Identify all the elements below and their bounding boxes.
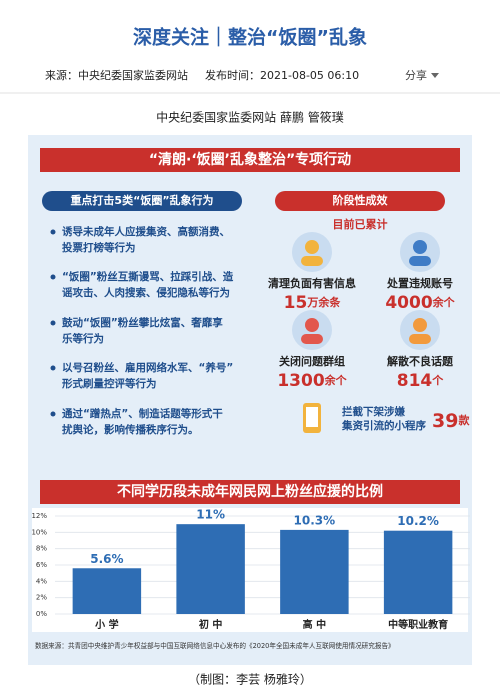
stat-number: 1300 [277, 371, 324, 391]
bullet-dot [50, 411, 56, 417]
results-pill [275, 191, 445, 211]
bar [280, 529, 349, 614]
x-tick-label: 中等职业教育 [388, 618, 448, 631]
stat-unit: 万余条 [306, 295, 341, 309]
bullet-text: 以号召粉丝、雇用网络水军、“养号” [62, 361, 233, 374]
value-label: 10.3% [294, 513, 336, 527]
bullet-text: 形式刷量控评等行为 [62, 377, 157, 390]
targets-pill [42, 191, 242, 211]
x-tick-label: 高 中 [303, 618, 326, 631]
publish-time: 发布时间：2021-08-05 06:10 [205, 68, 359, 82]
y-tick-label: 10% [31, 528, 47, 536]
bullet-dot [50, 274, 56, 280]
stat-value: 814个 [397, 371, 445, 391]
chart-banner [40, 480, 460, 504]
value-label: 10.2% [397, 514, 439, 528]
stat-icon-body [409, 256, 431, 266]
value-label: 11% [196, 508, 225, 522]
targets-title: 重点打击5类“饭圈”乱象行为 [70, 193, 213, 207]
stat-icon-head [305, 240, 319, 254]
stat-icon-head [413, 318, 427, 332]
stat-label: 清理负面有害信息 [268, 276, 356, 290]
article-title: 深度关注｜整治“饭圈”乱象 [133, 26, 367, 49]
bullet-text: 乐等行为 [62, 332, 104, 345]
stat-unit: 个 [431, 373, 444, 387]
stat-icon-head [413, 240, 427, 254]
results-subtitle: 目前已累计 [333, 217, 388, 231]
x-tick-label: 初 中 [199, 618, 222, 631]
stat-number: 814 [397, 371, 433, 391]
bullet-text: 投票打榜等行为 [62, 241, 136, 254]
stat-icon-body [409, 334, 431, 344]
bullet-text: 通过“蹭热点”、制造话题等形式干 [62, 407, 223, 420]
x-tick-label: 小 学 [94, 618, 118, 631]
source: 来源：中央纪委国家监委网站 [45, 68, 188, 82]
stat-label: 解散不良话题 [387, 354, 454, 368]
value-label: 5.6% [90, 552, 123, 566]
chart-title: 不同学历段未成年网民网上粉丝应援的比例 [117, 483, 383, 500]
extra-value: 39款 [432, 410, 470, 432]
stat-value: 4000余个 [385, 293, 455, 313]
bullet-text: 谣攻击、人肉搜索、侵犯隐私等行为 [62, 286, 230, 299]
banner [40, 148, 460, 172]
y-tick-label: 6% [36, 561, 47, 569]
stat-label: 关闭问题群组 [279, 354, 345, 368]
extra-number: 39 [432, 410, 458, 432]
stat-value: 1300余个 [277, 371, 347, 391]
extra-label: 拦截下架涉嫌 [342, 405, 405, 418]
share-button[interactable]: 分享 [405, 68, 427, 82]
credit: （制图：李芸 杨雅玲） [188, 672, 312, 687]
extra-label: 集资引流的小程序 [341, 419, 426, 432]
bar [176, 524, 245, 614]
y-tick-label: 2% [36, 594, 47, 602]
stat-icon-head [305, 318, 319, 332]
bar [72, 568, 142, 614]
results-title: 阶段性成效 [333, 193, 389, 207]
bullet-dot [50, 365, 56, 371]
banner-text: “清朗·‘饭圈’乱象整治”专项行动 [149, 151, 351, 168]
stat-label: 处置违规账号 [386, 276, 453, 290]
stat-number: 4000 [385, 293, 432, 313]
chart-source: 数据来源：共青团中央维护青少年权益部与中国互联网络信息中心发布的《2020年全国… [35, 641, 395, 650]
bullet-dot [50, 320, 56, 326]
extra-unit: 款 [458, 413, 470, 427]
stat-unit: 余个 [432, 295, 456, 309]
bullet-dot [50, 229, 56, 235]
byline: 中央纪委国家监委网站 薛鹏 管筱璞 [156, 110, 344, 125]
stat-number: 15 [284, 293, 308, 313]
stat-icon-body [301, 334, 323, 344]
bullet-text: 鼓动“饭圈”粉丝攀比炫富、奢靡享 [62, 316, 223, 329]
extra-icon-screen [306, 407, 318, 427]
share-caret[interactable] [431, 73, 439, 78]
y-tick-label: 8% [36, 545, 47, 553]
y-tick-label: 4% [36, 577, 47, 585]
bullet-text: “饭圈”粉丝互撕谩骂、拉踩引战、造 [62, 270, 234, 283]
stat-value: 15万余条 [284, 293, 342, 313]
bar [383, 530, 453, 614]
bullet-text: 扰舆论，影响传播秩序行为。 [62, 423, 199, 436]
stat-unit: 余个 [324, 373, 348, 387]
y-tick-label: 12% [31, 512, 47, 520]
bullet-text: 诱导未成年人应援集资、高额消费、 [62, 225, 230, 238]
y-tick-label: 0% [36, 610, 47, 618]
stat-icon-body [301, 256, 323, 266]
